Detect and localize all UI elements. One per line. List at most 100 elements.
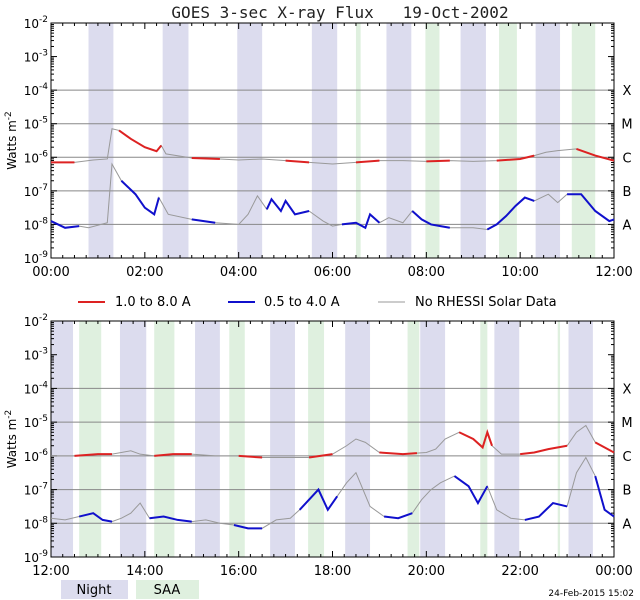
series-line-0 — [154, 453, 192, 457]
class-label: B — [623, 484, 632, 499]
y-tick-label: 10-3 — [24, 347, 48, 363]
night-band — [494, 321, 520, 557]
x-tick-label: 18:00 — [314, 564, 351, 579]
series-line-1 — [50, 220, 80, 229]
y-tick-label: 10-6 — [24, 149, 49, 165]
night-band — [460, 23, 486, 258]
series-line-0 — [118, 129, 163, 153]
series-line-1 — [149, 515, 192, 523]
class-label: A — [623, 218, 632, 233]
night-band — [311, 23, 338, 258]
night-band — [51, 321, 74, 557]
top-panel: 10-9 10-8 10-7 10-6 10-5 10-4 10-3 10-2 00:00 02:… — [4, 15, 633, 280]
series-line-0 — [379, 451, 418, 456]
x-tick-label: 04:00 — [220, 265, 257, 280]
series-line-0 — [355, 159, 380, 164]
saa-band — [425, 23, 440, 258]
x-tick-label: 00:00 — [595, 564, 632, 579]
x-tick-label: 12:00 — [595, 265, 632, 280]
series-line-0 — [308, 453, 333, 459]
legend-label-no-rhessi: No RHESSI Solar Data — [415, 295, 557, 310]
x-tick-label: 22:00 — [501, 564, 538, 579]
y-tick-label: 10-9 — [24, 549, 49, 565]
legend-saa-label: SAA — [154, 583, 181, 598]
series-line-1 — [233, 523, 263, 530]
legend-label-low-energy: 1.0 to 8.0 A — [115, 295, 191, 310]
saa-band — [480, 321, 488, 557]
bottom-panel: 10-9 10-8 10-7 10-6 10-5 10-4 10-3 10-2 12:00 14:… — [4, 313, 633, 579]
series-line-1 — [383, 512, 413, 520]
series-line-1 — [567, 193, 615, 223]
shading-legend: Night SAA — [61, 580, 199, 599]
class-label: C — [622, 151, 631, 166]
series-line-1 — [453, 475, 489, 506]
y-axis-title: Watts m-2 — [4, 410, 19, 469]
y-tick-label: 10-5 — [24, 414, 48, 430]
y-tick-label: 10-8 — [24, 216, 49, 232]
night-band — [237, 23, 263, 258]
x-tick-label: 06:00 — [314, 265, 351, 280]
y-tick-label: 10-5 — [24, 116, 48, 132]
class-label: M — [621, 118, 632, 133]
x-tick-label: 02:00 — [126, 265, 163, 280]
timestamp: 24-Feb-2015 15:02 — [548, 589, 634, 599]
saa-band — [499, 23, 517, 258]
saa-band — [308, 321, 325, 557]
y-tick-label: 10-6 — [24, 448, 49, 464]
chart-title: GOES 3-sec X-ray Flux 19-Oct-2002 — [171, 3, 508, 22]
class-label: C — [622, 450, 631, 465]
y-tick-label: 10-4 — [24, 380, 49, 396]
line-legend: 1.0 to 8.0 A 0.5 to 4.0 A No RHESSI Sola… — [78, 295, 557, 310]
night-band — [535, 23, 561, 258]
series-line-1 — [524, 501, 568, 521]
series-line-1 — [298, 487, 339, 512]
y-tick-label: 10-2 — [24, 313, 48, 329]
legend-night-label: Night — [77, 583, 112, 598]
series-line-0 — [285, 159, 310, 164]
x-tick-label: 08:00 — [408, 265, 445, 280]
night-band — [420, 321, 446, 557]
saa-band — [407, 321, 420, 557]
saa-band — [557, 321, 561, 557]
series-line-0 — [191, 156, 220, 160]
series-line-1 — [120, 180, 160, 217]
y-axis-title: Watts m-2 — [4, 111, 19, 170]
x-tick-label: 00:00 — [32, 265, 69, 280]
saa-band — [355, 23, 361, 258]
night-band — [119, 321, 147, 557]
series-line-0 — [520, 444, 568, 456]
x-tick-label: 20:00 — [408, 564, 445, 579]
legend-saa-swatch — [136, 580, 199, 599]
night-band — [345, 321, 371, 557]
legend-label-high-energy: 0.5 to 4.0 A — [264, 295, 340, 310]
y-tick-label: 10-4 — [24, 82, 49, 98]
series-line-0 — [238, 454, 263, 459]
x-tick-label: 10:00 — [501, 265, 538, 280]
night-band — [88, 23, 114, 258]
series-line-1 — [341, 212, 381, 230]
legend-night-swatch — [61, 580, 128, 599]
class-label: X — [623, 382, 632, 397]
series-line-0 — [594, 441, 615, 454]
y-tick-label: 10-3 — [24, 49, 48, 65]
saa-band — [154, 321, 175, 557]
series-line-1 — [78, 512, 113, 523]
class-label: X — [623, 84, 632, 99]
saa-band — [229, 321, 245, 557]
x-tick-label: 14:00 — [126, 564, 163, 579]
series-line-1 — [265, 197, 310, 216]
x-tick-label: 12:00 — [32, 564, 69, 579]
night-band — [162, 23, 189, 258]
series-line-0 — [458, 429, 493, 450]
series-line-1 — [411, 210, 450, 229]
series-line-0 — [576, 147, 615, 162]
saa-band — [79, 321, 102, 557]
y-tick-label: 10-8 — [24, 515, 49, 531]
night-band — [386, 23, 412, 258]
y-tick-label: 10-9 — [24, 250, 49, 266]
night-band — [568, 321, 593, 557]
class-label: M — [621, 416, 632, 431]
night-band — [195, 321, 220, 557]
y-tick-label: 10-7 — [24, 482, 48, 498]
